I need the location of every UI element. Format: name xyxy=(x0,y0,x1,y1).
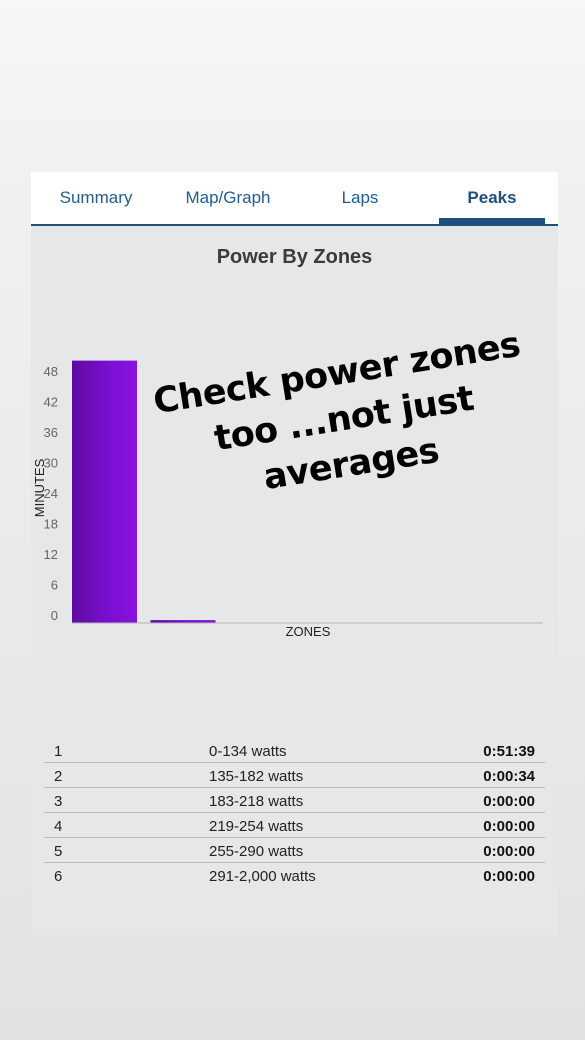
tab-peaks[interactable]: Peaks xyxy=(467,188,517,207)
y-tick-label: 12 xyxy=(44,547,58,562)
zone-watt-range: 183-218 watts xyxy=(209,793,304,810)
zone-number: 5 xyxy=(54,843,63,860)
y-tick-label: 48 xyxy=(44,364,58,379)
zone-watt-range: 219-254 watts xyxy=(209,818,304,835)
zone-watt-range: 135-182 watts xyxy=(209,768,304,785)
zone-row: 4 219-254 watts 0:00:00 xyxy=(44,813,545,838)
zone-number: 6 xyxy=(54,868,63,885)
zone-number: 2 xyxy=(54,768,63,785)
zone-number: 4 xyxy=(54,818,63,835)
zone-number: 3 xyxy=(54,793,63,810)
zones-table: 1 0-134 watts 0:51:39 2 135-182 watts 0:00:34… xyxy=(44,738,545,887)
zone-watt-range: 255-290 watts xyxy=(209,843,304,860)
activity-card: Summary Map/Graph Laps Peaks Power By Zo… xyxy=(31,172,558,935)
zone-time: 0:00:00 xyxy=(483,818,535,835)
y-tick-label: 42 xyxy=(44,395,58,410)
zone-time: 0:00:00 xyxy=(483,793,535,810)
tab-summary[interactable]: Summary xyxy=(59,188,133,207)
bar-zone-2 xyxy=(150,620,216,623)
power-zones-chart: 0 6 12 18 24 30 36 42 48 MINUTES ZONES xyxy=(32,360,543,639)
zone-row: 2 135-182 watts 0:00:34 xyxy=(44,763,545,788)
y-tick-label: 30 xyxy=(44,456,58,471)
tab-bar: Summary Map/Graph Laps Peaks xyxy=(31,172,558,226)
tab-map-graph[interactable]: Map/Graph xyxy=(185,188,271,207)
zone-row: 6 291-2,000 watts 0:00:00 xyxy=(44,863,545,887)
zone-watt-range: 0-134 watts xyxy=(209,743,287,760)
y-tick-label: 18 xyxy=(44,517,58,532)
y-tick-label: 0 xyxy=(51,608,58,623)
zone-number: 1 xyxy=(54,743,63,760)
bar-zone-1 xyxy=(72,360,137,623)
active-tab-indicator xyxy=(439,218,545,224)
tab-laps[interactable]: Laps xyxy=(341,188,379,207)
zone-time: 0:00:00 xyxy=(483,843,535,860)
chart-title: Power By Zones xyxy=(216,246,373,268)
y-tick-label: 36 xyxy=(44,425,58,440)
x-axis-label: ZONES xyxy=(286,624,331,639)
y-tick-label: 24 xyxy=(44,486,58,501)
y-tick-label: 6 xyxy=(51,578,58,593)
zone-time: 0:51:39 xyxy=(483,743,535,760)
zone-time: 0:00:34 xyxy=(483,768,535,785)
zone-time: 0:00:00 xyxy=(483,868,535,885)
zone-watt-range: 291-2,000 watts xyxy=(209,868,316,885)
zone-row: 5 255-290 watts 0:00:00 xyxy=(44,838,545,863)
zone-row: 3 183-218 watts 0:00:00 xyxy=(44,788,545,813)
y-axis-label: MINUTES xyxy=(32,458,47,517)
zone-row: 1 0-134 watts 0:51:39 xyxy=(44,738,545,763)
